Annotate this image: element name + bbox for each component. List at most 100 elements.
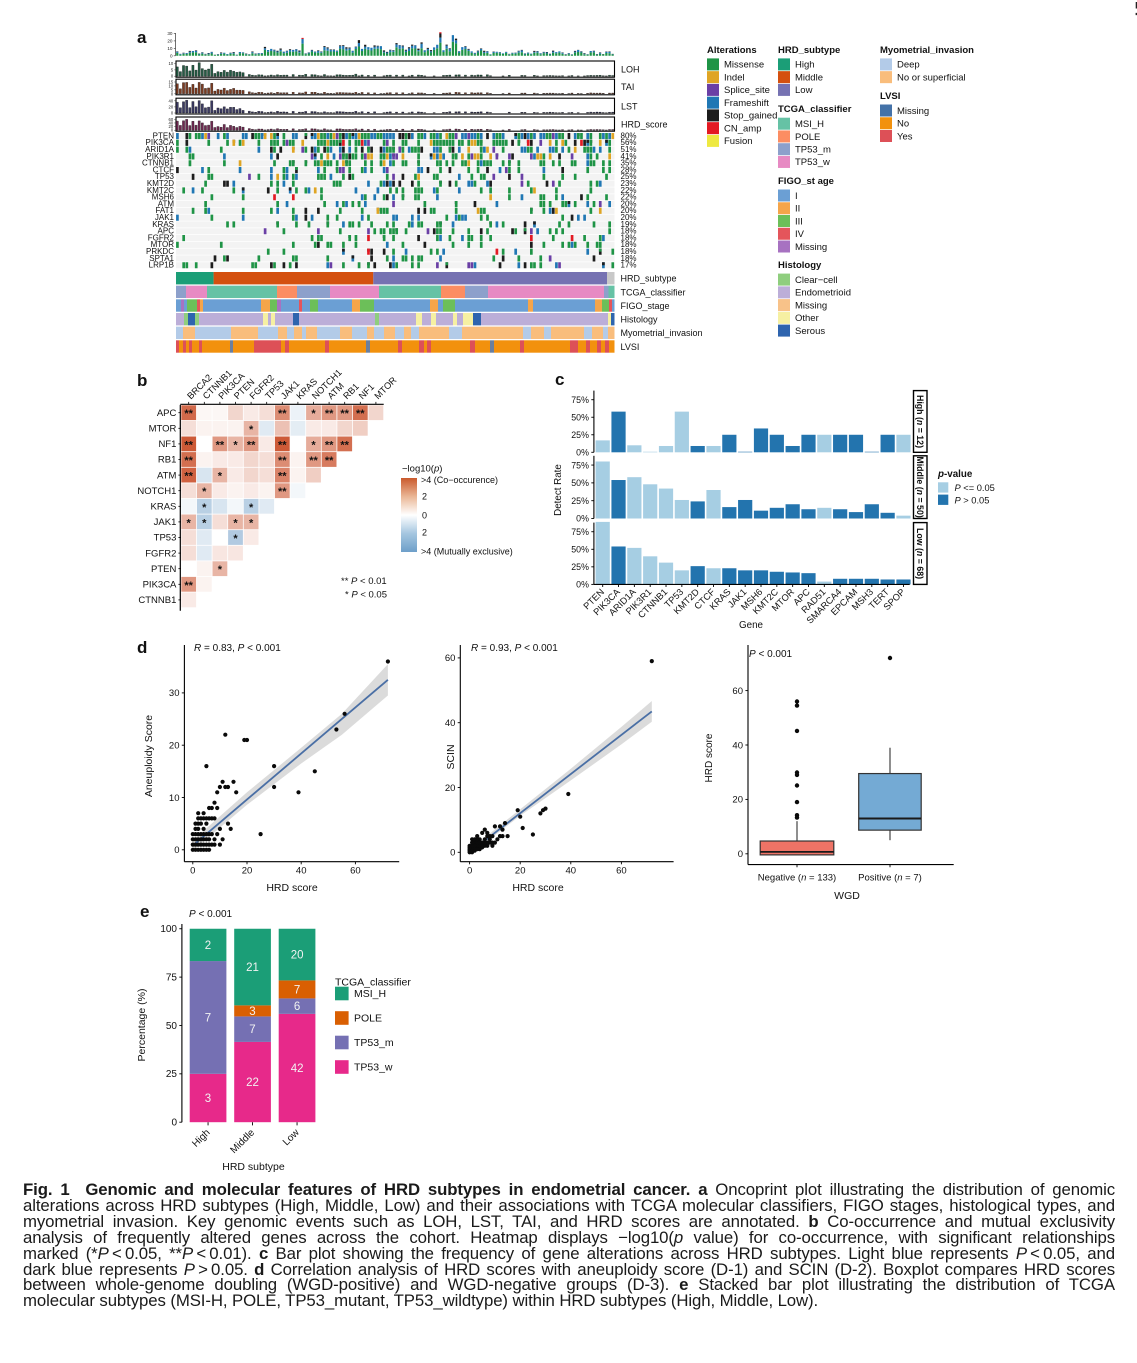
svg-text:* P < 0.05: * P < 0.05 [345,590,387,601]
svg-text:*: * [218,564,223,576]
svg-text:FIGO_stage: FIGO_stage [621,301,670,311]
svg-text:**: ** [184,471,193,483]
svg-text:HRD_subtype: HRD_subtype [778,45,840,56]
svg-text:*: * [311,439,316,451]
svg-text:**: ** [278,471,287,483]
svg-text:a: a [137,28,147,47]
svg-text:60: 60 [616,866,627,877]
svg-text:ARID1A: ARID1A [145,145,175,154]
svg-text:PTEN: PTEN [151,564,176,575]
svg-text:FIGO_st age: FIGO_st age [778,176,834,187]
svg-text:10: 10 [169,61,174,66]
svg-text:35%: 35% [621,159,637,168]
svg-text:40: 40 [732,740,743,751]
svg-text:FGFR2: FGFR2 [145,548,176,559]
svg-text:*: * [233,439,238,451]
svg-text:TP53_m: TP53_m [354,1037,394,1049]
svg-text:KRAS: KRAS [151,502,177,513]
svg-text:HRD score: HRD score [704,733,715,782]
svg-text:MSI_H: MSI_H [354,988,386,1000]
svg-text:**: ** [247,439,256,451]
svg-text:ATM: ATM [157,470,176,481]
svg-text:**: ** [184,439,193,451]
svg-text:LST: LST [621,101,638,111]
svg-text:Other: Other [795,313,819,324]
svg-text:**: ** [278,408,287,420]
svg-text:TCGA_classifier: TCGA_classifier [335,977,411,989]
svg-text:**: ** [184,408,193,420]
svg-text:PTEN: PTEN [153,131,175,140]
svg-text:28%: 28% [621,165,637,174]
svg-text:RB1: RB1 [158,455,176,466]
svg-text:*: * [249,517,254,529]
svg-text:**: ** [184,580,193,592]
svg-text:40: 40 [445,718,456,729]
svg-text:Myometrial_invasion: Myometrial_invasion [621,328,703,338]
svg-text:>4 (Mutually exclusive): >4 (Mutually exclusive) [421,547,513,557]
svg-text:7: 7 [294,984,300,996]
svg-text:IV: IV [795,229,805,240]
svg-text:*: * [233,533,238,545]
svg-text:2: 2 [205,940,211,952]
svg-text:I: I [795,191,798,202]
svg-text:CN_amp: CN_amp [724,124,762,135]
svg-text:20: 20 [167,39,173,44]
svg-text:**: ** [216,439,225,451]
svg-text:Stop_gained: Stop_gained [724,111,777,122]
svg-text:JAK1: JAK1 [155,213,175,222]
svg-text:Yes: Yes [897,131,913,142]
svg-text:KMT2D: KMT2D [147,179,174,188]
svg-text:Low: Low [281,1127,302,1148]
svg-text:LVSI: LVSI [621,342,640,352]
svg-text:*: * [249,502,254,514]
svg-text:0: 0 [422,511,427,521]
svg-text:III: III [795,216,803,227]
svg-text:No: No [897,119,909,130]
svg-text:High: High [795,60,815,71]
svg-text:ATM: ATM [158,199,175,208]
svg-text:Serous: Serous [795,326,825,337]
svg-text:0%: 0% [576,448,589,458]
svg-text:PIK3R1: PIK3R1 [146,152,174,161]
svg-text:HRD score: HRD score [512,882,564,894]
svg-text:0: 0 [738,849,743,860]
svg-text:FGFR2: FGFR2 [148,233,175,242]
svg-text:Fusion: Fusion [724,136,753,147]
svg-text:P < 0.001: P < 0.001 [749,649,793,660]
svg-text:5: 5 [171,87,174,92]
svg-text:Histology: Histology [621,315,659,325]
svg-text:*: * [202,502,207,514]
svg-text:0%: 0% [576,514,589,524]
svg-text:II: II [795,204,800,215]
svg-text:20: 20 [169,741,180,752]
svg-text:CTNNB1: CTNNB1 [138,595,176,606]
svg-text:100: 100 [160,924,177,935]
svg-text:18%: 18% [621,233,637,242]
svg-text:p-value: p-value [937,469,973,480]
svg-text:HRD_subtype: HRD_subtype [621,274,677,284]
svg-text:*: * [187,517,192,529]
svg-text:**: ** [278,439,287,451]
svg-text:*: * [218,471,223,483]
svg-text:0: 0 [171,74,174,79]
svg-text:51%: 51% [621,145,637,154]
svg-text:0: 0 [171,111,174,116]
svg-text:R = 0.93, P < 0.001: R = 0.93, P < 0.001 [471,643,558,654]
svg-text:75: 75 [166,973,178,984]
svg-text:P <= 0.05: P <= 0.05 [955,483,995,493]
svg-text:High: High [190,1127,212,1149]
svg-text:**: ** [325,408,334,420]
svg-text:TP53_w: TP53_w [795,157,830,168]
svg-text:Missense: Missense [724,60,764,71]
svg-text:MSH6: MSH6 [152,193,175,202]
svg-text:Aneuploidy Score: Aneuploidy Score [143,715,155,797]
svg-text:2: 2 [422,528,427,538]
svg-text:KMT2C: KMT2C [147,186,174,195]
svg-text:6: 6 [294,1001,300,1013]
svg-text:KRAS: KRAS [152,220,174,229]
svg-text:50%: 50% [571,412,589,422]
svg-text:60: 60 [445,653,456,664]
svg-text:e: e [140,902,149,921]
svg-text:FAT1: FAT1 [155,206,174,215]
svg-text:20: 20 [169,124,174,129]
